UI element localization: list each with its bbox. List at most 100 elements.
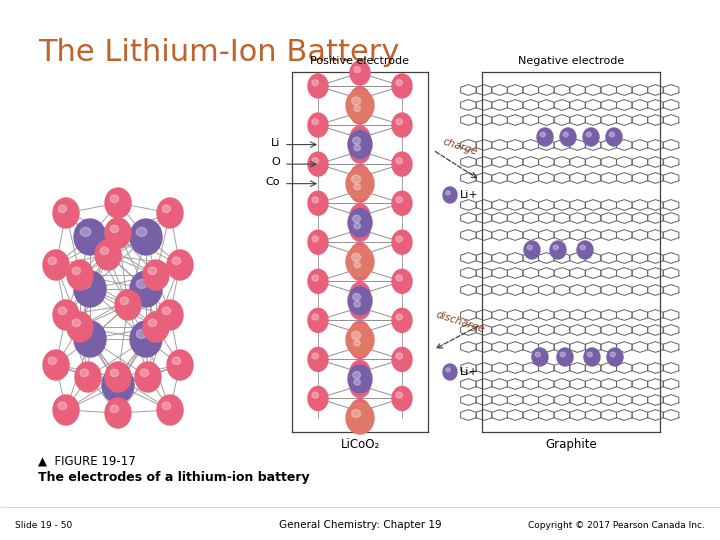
Text: O: O — [271, 157, 280, 167]
Ellipse shape — [607, 348, 623, 366]
Ellipse shape — [157, 395, 183, 425]
Ellipse shape — [308, 230, 328, 254]
Ellipse shape — [396, 275, 402, 281]
Ellipse shape — [143, 312, 169, 342]
Ellipse shape — [354, 171, 361, 177]
Ellipse shape — [308, 347, 328, 372]
Ellipse shape — [396, 353, 402, 359]
Ellipse shape — [560, 352, 565, 357]
Ellipse shape — [443, 187, 457, 203]
Text: Li+: Li+ — [460, 367, 479, 377]
Ellipse shape — [67, 260, 93, 290]
Ellipse shape — [72, 267, 81, 274]
Ellipse shape — [560, 128, 576, 146]
Ellipse shape — [148, 319, 156, 327]
Ellipse shape — [346, 167, 374, 200]
Ellipse shape — [80, 369, 89, 376]
Ellipse shape — [586, 132, 591, 137]
Ellipse shape — [396, 236, 402, 242]
Ellipse shape — [348, 208, 372, 237]
Ellipse shape — [143, 260, 169, 290]
Ellipse shape — [105, 218, 131, 248]
Ellipse shape — [392, 191, 412, 215]
Text: General Chemistry: Chapter 19: General Chemistry: Chapter 19 — [279, 520, 441, 530]
Ellipse shape — [350, 87, 370, 111]
Text: Li+: Li+ — [460, 190, 479, 200]
Ellipse shape — [312, 392, 318, 398]
Ellipse shape — [130, 321, 162, 357]
Ellipse shape — [53, 300, 79, 330]
Ellipse shape — [136, 280, 147, 288]
Ellipse shape — [354, 223, 361, 229]
Ellipse shape — [351, 175, 361, 183]
Ellipse shape — [396, 392, 402, 398]
Ellipse shape — [162, 402, 171, 409]
Ellipse shape — [354, 184, 361, 190]
Text: The Lithium-Ion Battery: The Lithium-Ion Battery — [38, 38, 400, 67]
Ellipse shape — [354, 327, 361, 333]
Ellipse shape — [354, 262, 361, 268]
Ellipse shape — [48, 257, 57, 265]
Ellipse shape — [392, 74, 412, 98]
Ellipse shape — [353, 215, 361, 222]
Ellipse shape — [354, 106, 361, 112]
Ellipse shape — [350, 374, 370, 397]
Ellipse shape — [350, 126, 370, 150]
Ellipse shape — [392, 387, 412, 410]
Ellipse shape — [130, 271, 162, 307]
Ellipse shape — [351, 409, 361, 417]
Ellipse shape — [354, 249, 361, 255]
Text: The electrodes of a lithium-ion battery: The electrodes of a lithium-ion battery — [38, 471, 310, 484]
Ellipse shape — [350, 295, 370, 319]
Ellipse shape — [609, 132, 614, 137]
Ellipse shape — [350, 360, 370, 384]
Ellipse shape — [53, 198, 79, 228]
Ellipse shape — [557, 348, 573, 366]
Ellipse shape — [350, 165, 370, 189]
Ellipse shape — [550, 241, 566, 259]
Ellipse shape — [354, 340, 361, 346]
Ellipse shape — [346, 402, 374, 434]
Ellipse shape — [95, 240, 121, 270]
Ellipse shape — [110, 195, 119, 202]
Ellipse shape — [583, 128, 599, 146]
Ellipse shape — [350, 400, 370, 423]
Ellipse shape — [588, 352, 593, 357]
Ellipse shape — [110, 405, 119, 413]
Text: Positive electrode: Positive electrode — [310, 56, 410, 66]
Ellipse shape — [350, 334, 370, 359]
Ellipse shape — [348, 287, 372, 315]
Ellipse shape — [396, 197, 402, 203]
Ellipse shape — [100, 247, 109, 254]
Text: Graphite: Graphite — [545, 438, 597, 451]
Ellipse shape — [148, 267, 156, 274]
Ellipse shape — [162, 205, 171, 213]
Ellipse shape — [308, 74, 328, 98]
Ellipse shape — [43, 250, 69, 280]
Ellipse shape — [354, 93, 361, 99]
Ellipse shape — [527, 245, 532, 249]
Ellipse shape — [354, 288, 361, 294]
Text: Copyright © 2017 Pearson Canada Inc.: Copyright © 2017 Pearson Canada Inc. — [528, 521, 705, 530]
Ellipse shape — [105, 188, 131, 218]
Ellipse shape — [348, 131, 372, 159]
Ellipse shape — [172, 257, 181, 265]
Ellipse shape — [308, 269, 328, 293]
Ellipse shape — [354, 379, 361, 385]
Ellipse shape — [354, 132, 361, 138]
Ellipse shape — [105, 398, 131, 428]
Ellipse shape — [396, 314, 402, 320]
Ellipse shape — [115, 290, 141, 320]
Ellipse shape — [110, 369, 119, 376]
Ellipse shape — [58, 307, 66, 314]
Ellipse shape — [58, 402, 66, 409]
Ellipse shape — [354, 145, 361, 151]
Ellipse shape — [553, 245, 559, 249]
Ellipse shape — [102, 367, 134, 403]
Ellipse shape — [74, 321, 106, 357]
Ellipse shape — [308, 387, 328, 410]
Ellipse shape — [162, 307, 171, 314]
Ellipse shape — [108, 375, 119, 384]
Ellipse shape — [392, 230, 412, 254]
Ellipse shape — [308, 152, 328, 176]
